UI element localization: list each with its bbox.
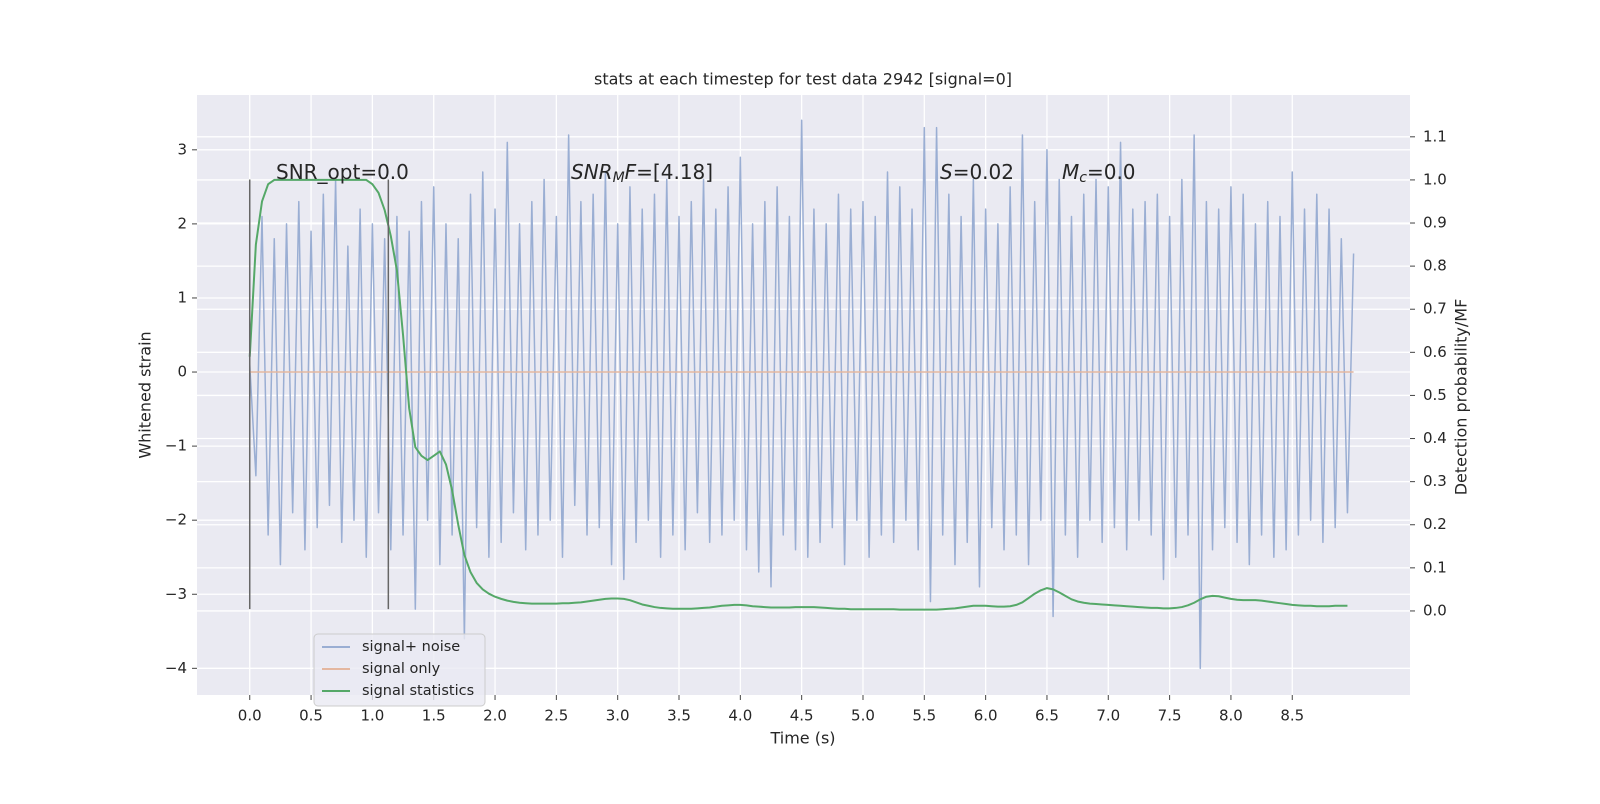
legend-label: signal+ noise	[362, 639, 460, 655]
chart-title: stats at each timestep for test data 294…	[594, 70, 1012, 89]
legend-label: signal only	[362, 661, 441, 677]
y2-tick-label: 0.4	[1423, 429, 1447, 447]
y2-tick-label: 0.0	[1423, 601, 1447, 619]
series-line	[248, 119, 1355, 670]
y2-tick-label: 0.1	[1423, 558, 1447, 576]
x-tick-label: 1.5	[422, 707, 446, 725]
annotation-part: =[4.18]	[636, 160, 713, 184]
y2-tick-label: 0.2	[1423, 515, 1447, 533]
x-tick-label: 4.5	[790, 707, 814, 725]
x-tick-label: 3.0	[606, 707, 630, 725]
y-tick-label: −1	[165, 437, 187, 455]
x-tick-label: 7.5	[1158, 707, 1182, 725]
labels: 0.0 0.5 1.0 1.5 2.0 2.5 3.0 3.5 4.0 4.5 5.0 5.5 6.0 6…	[165, 127, 1447, 724]
annotation: SNRMF=[4.18]	[571, 160, 713, 187]
y-tick-label: −4	[165, 659, 187, 677]
annotation-part: =0.02	[953, 160, 1014, 184]
x-tick-label: 5.0	[851, 707, 875, 725]
y-axis-label: Whitened strain	[136, 331, 155, 458]
y-tick-label: 2	[177, 214, 187, 232]
x-tick-label: 0.0	[238, 707, 262, 725]
y2-tick-label: 0.5	[1423, 386, 1447, 404]
y-tick-label: 3	[177, 140, 187, 158]
y-tick-label: 0	[177, 363, 187, 381]
x-tick-label: 5.5	[912, 707, 936, 725]
annotation: SNR_opt=0.0	[276, 160, 409, 184]
x-tick-label: 7.0	[1096, 707, 1120, 725]
x-axis-label: Time (s)	[769, 729, 835, 748]
annotation-part: c	[1079, 170, 1087, 186]
x-tick-label: 8.5	[1280, 707, 1304, 725]
y-tick-label: −2	[165, 511, 187, 529]
y2-tick-label: 0.9	[1423, 214, 1447, 232]
annotation-part: M	[1062, 160, 1079, 184]
legend-label: signal statistics	[362, 683, 474, 699]
y-tick-label: −3	[165, 585, 187, 603]
x-tick-label: 6.5	[1035, 707, 1059, 725]
x-tick-label: 8.0	[1219, 707, 1243, 725]
y2-tick-label: 0.6	[1423, 343, 1447, 361]
x-tick-label: 1.0	[360, 707, 384, 725]
annotation-part: SNR_opt=0.0	[276, 160, 409, 184]
y2-tick-label: 0.8	[1423, 257, 1447, 275]
y2-axis-label: Detection probability/MF	[1452, 299, 1471, 496]
y-tick-label: 1	[177, 288, 187, 306]
y2-tick-label: 1.1	[1423, 127, 1447, 145]
series-line	[248, 178, 1348, 611]
annotation-part: SNR	[571, 160, 613, 184]
annotation: Mc=0.0	[1062, 160, 1136, 187]
y2-tick-label: 0.3	[1423, 472, 1447, 490]
x-tick-label: 4.0	[728, 707, 752, 725]
annotation-part: =0.0	[1087, 160, 1136, 184]
x-tick-label: 0.5	[299, 707, 323, 725]
x-tick-label: 2.5	[544, 707, 568, 725]
y2-tick-label: 0.7	[1423, 300, 1447, 318]
x-tick-label: 6.0	[974, 707, 998, 725]
x-tick-label: 2.0	[483, 707, 507, 725]
x-tick-label: 3.5	[667, 707, 691, 725]
y2-tick-label: 1.0	[1423, 170, 1447, 188]
annotation-part: M	[613, 170, 625, 186]
annotation-part: F	[625, 160, 637, 184]
legend-box	[313, 633, 486, 707]
annotation-part: S	[940, 160, 953, 184]
annotation: S=0.02	[940, 160, 1014, 184]
marks	[248, 119, 1355, 670]
